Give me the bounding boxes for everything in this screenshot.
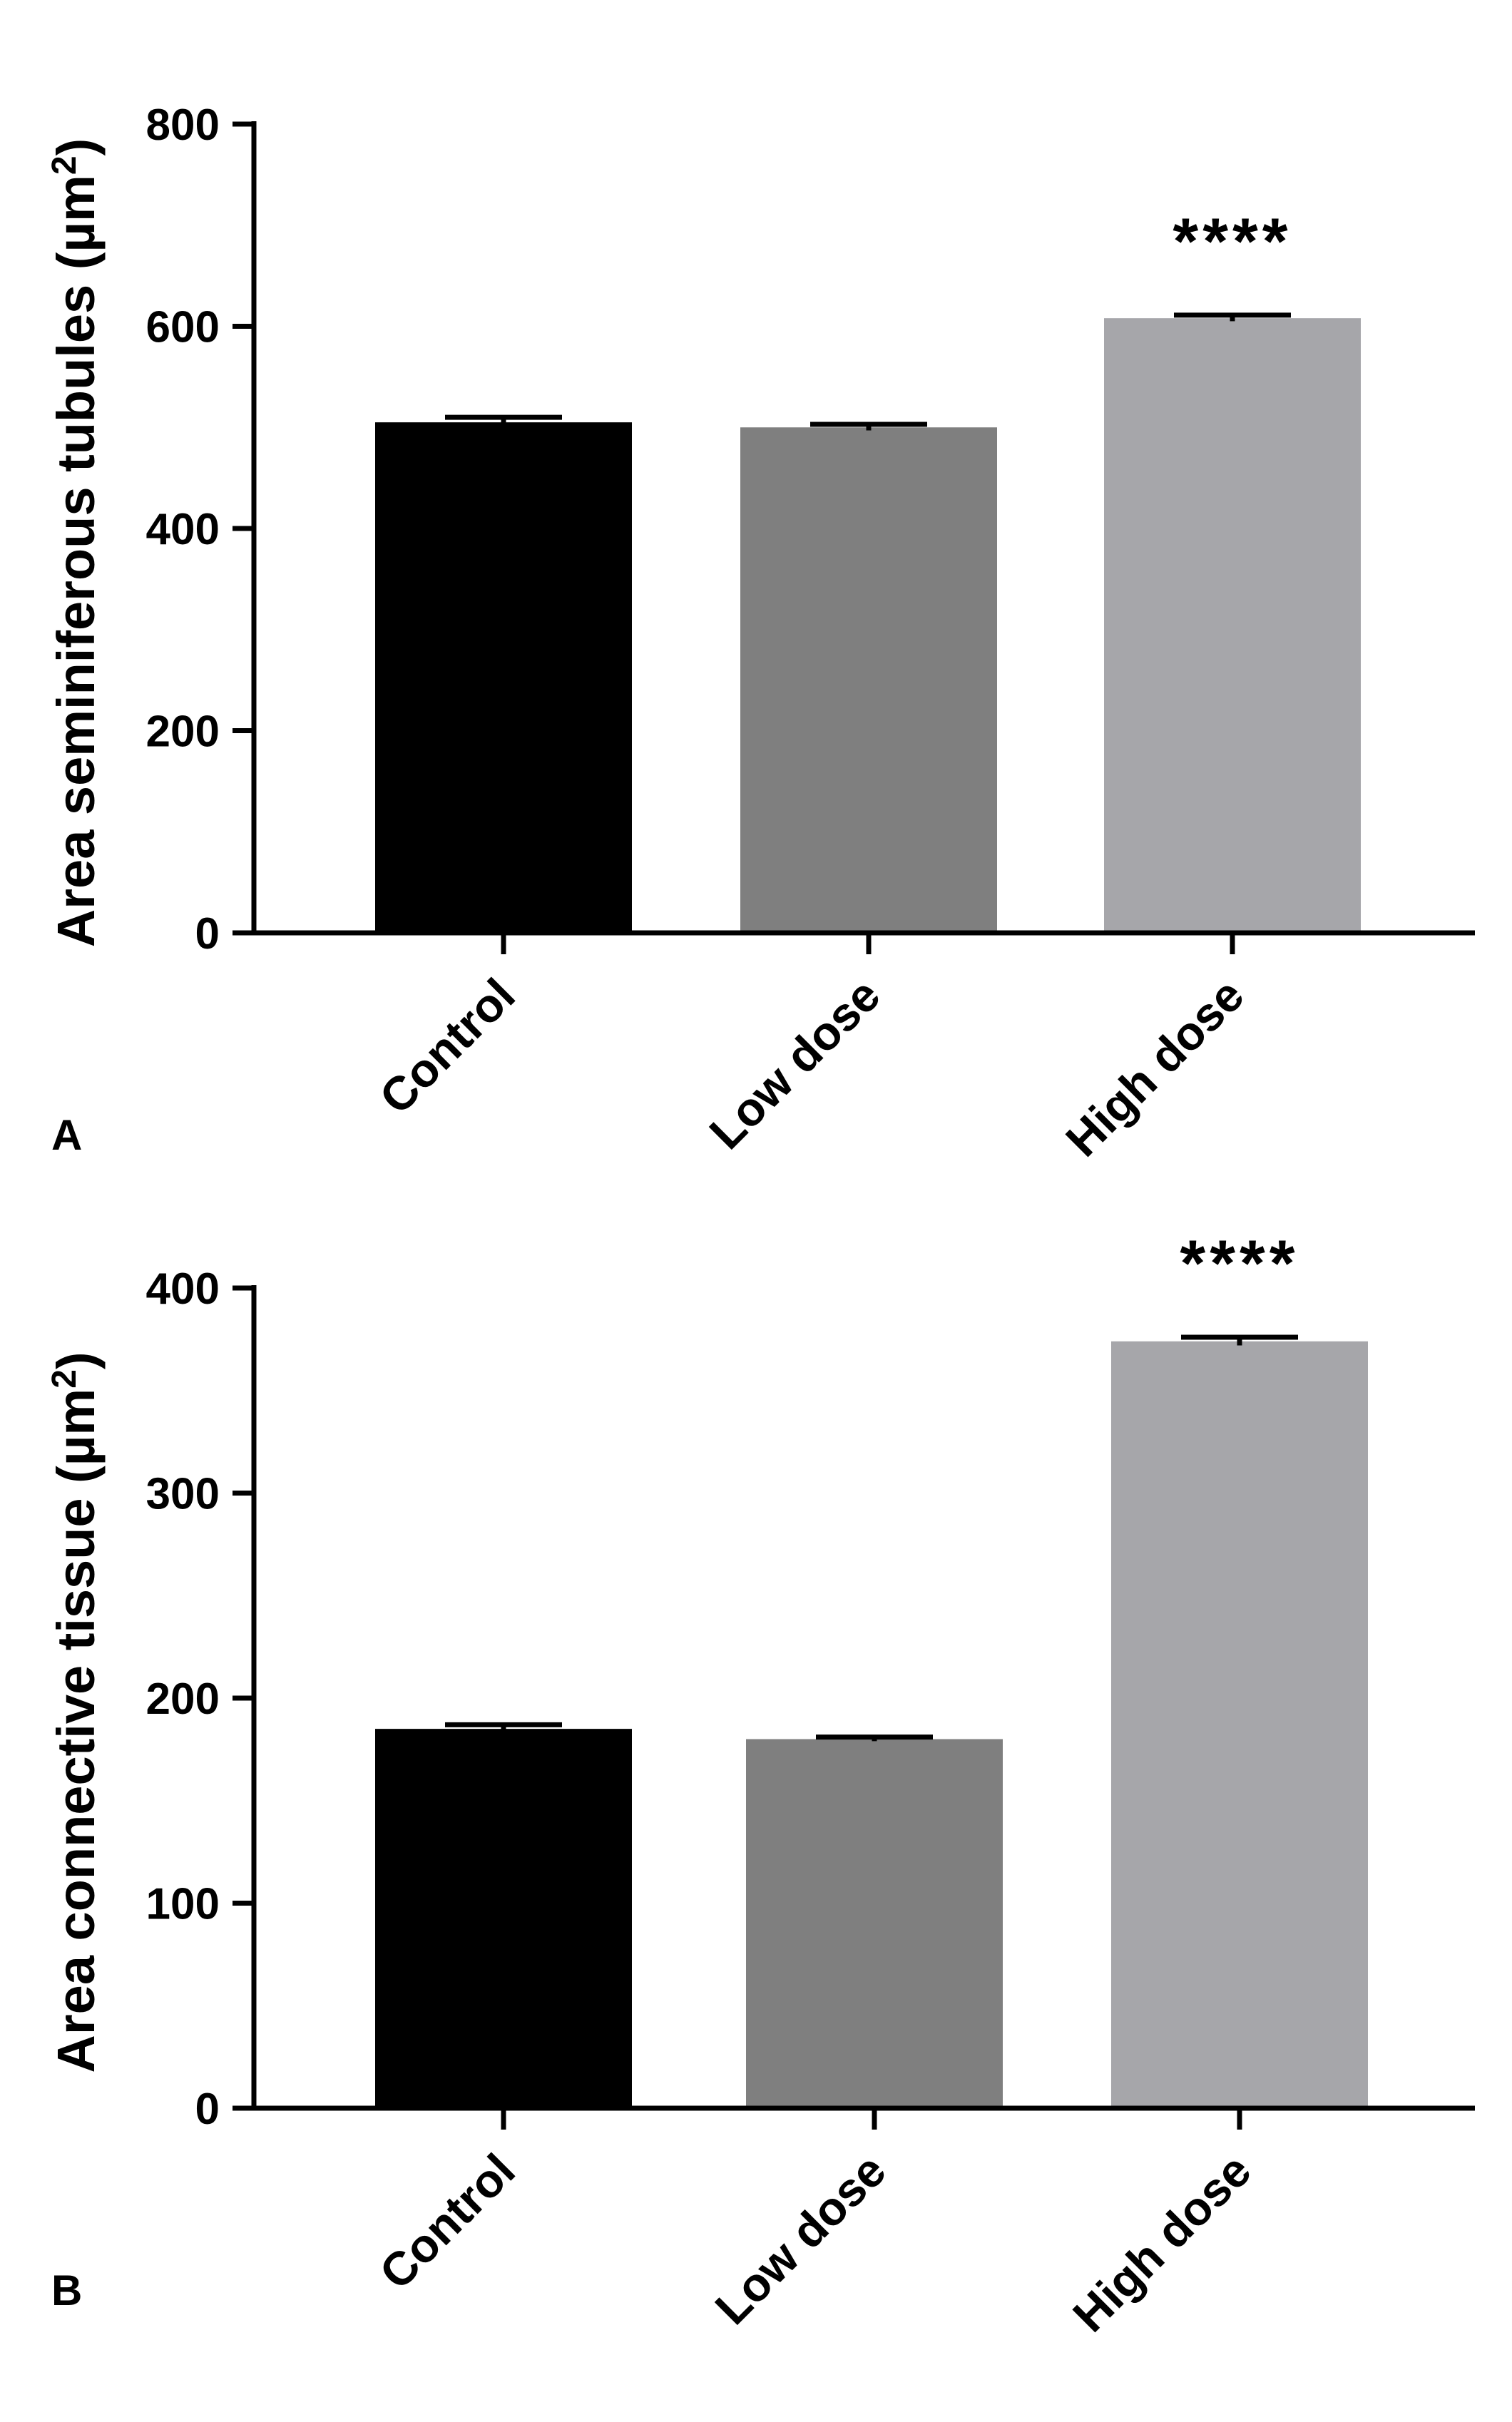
x-tick-label: Control <box>369 969 525 1124</box>
bar-low-dose <box>740 427 997 933</box>
bar-control <box>375 1729 632 2108</box>
y-tick-label: 300 <box>146 1470 220 1519</box>
bar-high-dose <box>1111 1341 1368 2108</box>
y-tick-label: 600 <box>146 303 220 352</box>
y-axis-title-superscript: 2 <box>46 155 83 175</box>
y-tick-label: 400 <box>146 505 220 554</box>
y-tick-label: 0 <box>195 909 220 959</box>
y-tick-label: 400 <box>146 1264 220 1314</box>
significance-label-high-dose: **** <box>1180 1227 1299 1300</box>
x-tick-label: Low dose <box>699 969 890 1160</box>
panel-label: B <box>51 2267 82 2314</box>
chart-panel-a: **** 0 200 400 600 800 Control Low dose High dos… <box>46 101 1475 1167</box>
y-axis-title: Area connective tissue (µm2) <box>46 1351 106 2073</box>
x-tick-label: High dose <box>1063 2144 1261 2342</box>
chart-panel-b: **** 0 100 200 300 400 Control Low dose High dos… <box>46 1227 1475 2342</box>
y-axis-title: Area seminiferous tubules (µm2) <box>46 138 106 947</box>
y-axis-title-close: ) <box>46 138 106 156</box>
y-tick-label: 0 <box>195 2085 220 2134</box>
y-tick-label: 100 <box>146 1880 220 1929</box>
x-tick-label: Control <box>369 2144 525 2299</box>
bar-low-dose <box>746 1739 1003 2108</box>
y-axis-title-close: ) <box>46 1351 106 1369</box>
x-tick-label: High dose <box>1056 969 1254 1167</box>
panel-label: A <box>51 1111 82 1159</box>
bar-control <box>375 422 632 933</box>
y-tick-label: 800 <box>146 101 220 150</box>
y-tick-label: 200 <box>146 1675 220 1724</box>
y-tick-label: 200 <box>146 707 220 757</box>
bar-high-dose <box>1104 318 1361 933</box>
significance-label-high-dose: **** <box>1173 205 1292 278</box>
x-tick-label: Low dose <box>705 2144 896 2335</box>
y-axis-title-superscript: 2 <box>46 1369 83 1389</box>
